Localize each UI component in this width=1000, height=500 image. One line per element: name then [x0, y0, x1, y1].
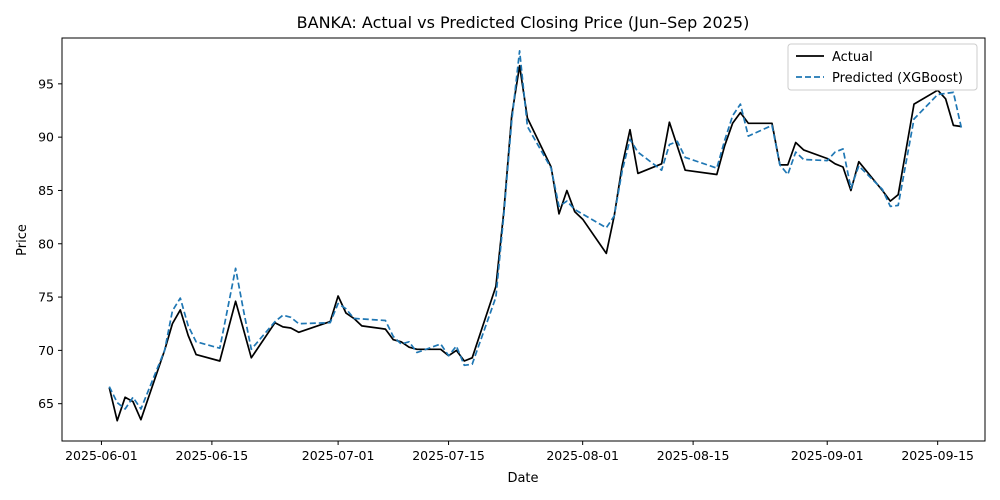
- x-tick-label: 2025-07-15: [412, 448, 485, 463]
- y-tick-label: 85: [38, 183, 54, 198]
- series-layer: [108, 49, 963, 422]
- legend-label-actual: Actual: [832, 50, 873, 65]
- chart-title: BANKA: Actual vs Predicted Closing Price…: [297, 13, 750, 32]
- plot-area: [62, 38, 985, 441]
- x-tick-label: 2025-08-01: [546, 448, 619, 463]
- y-tick-label: 90: [38, 130, 54, 145]
- x-tick-label: 2025-07-01: [302, 448, 375, 463]
- y-tick-label: 95: [38, 76, 54, 91]
- x-tick-label: 2025-09-15: [901, 448, 974, 463]
- y-axis-title: Price: [15, 224, 30, 256]
- y-tick-label: 70: [38, 343, 54, 358]
- y-tick-label: 75: [38, 290, 54, 305]
- x-tick-label: 2025-09-01: [791, 448, 864, 463]
- x-tick-label: 2025-08-15: [657, 448, 730, 463]
- plot-frame: [61, 37, 986, 442]
- y-axis: 65 70 75 80 85 90 95: [38, 76, 62, 411]
- x-tick-label: 2025-06-01: [65, 448, 138, 463]
- series-line-predicted: [108, 49, 963, 410]
- y-tick-label: 65: [38, 396, 54, 411]
- x-axis: 2025-06-01 2025-06-15 2025-07-01 2025-07-15…: [65, 441, 974, 463]
- y-tick-label: 80: [38, 236, 54, 251]
- legend-box: [787, 43, 978, 91]
- x-tick-label: 2025-06-15: [176, 448, 249, 463]
- x-axis-title: Date: [507, 471, 538, 486]
- legend: Actual Predicted (XGBoost): [787, 43, 978, 91]
- legend-label-predicted: Predicted (XGBoost): [832, 71, 963, 86]
